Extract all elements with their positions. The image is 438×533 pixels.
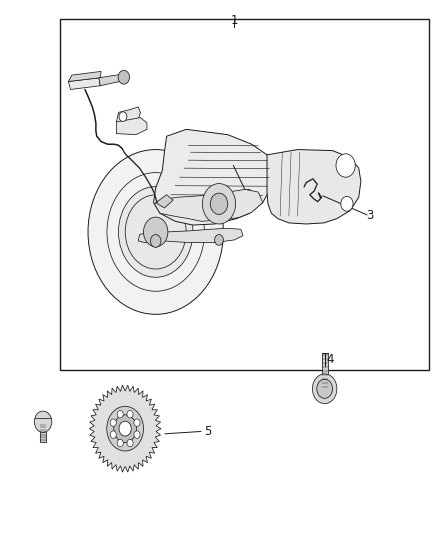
Circle shape — [341, 196, 353, 211]
Circle shape — [336, 154, 355, 177]
Circle shape — [117, 410, 123, 418]
Circle shape — [114, 415, 137, 442]
Text: 6: 6 — [39, 411, 46, 424]
Polygon shape — [153, 130, 274, 225]
Circle shape — [34, 411, 52, 432]
Circle shape — [202, 183, 236, 224]
Polygon shape — [154, 189, 263, 221]
Polygon shape — [89, 385, 161, 472]
Polygon shape — [68, 71, 101, 82]
Circle shape — [118, 187, 193, 277]
Polygon shape — [138, 228, 243, 243]
Circle shape — [110, 419, 117, 426]
Polygon shape — [117, 118, 147, 135]
Polygon shape — [117, 107, 141, 124]
Circle shape — [317, 379, 332, 398]
Circle shape — [215, 235, 223, 245]
Text: 1: 1 — [230, 14, 238, 27]
Circle shape — [119, 421, 131, 436]
Circle shape — [107, 406, 144, 451]
Polygon shape — [68, 78, 100, 90]
Text: 4: 4 — [327, 353, 334, 366]
Circle shape — [127, 439, 133, 447]
Polygon shape — [267, 150, 361, 224]
Bar — [321, 353, 328, 389]
Circle shape — [210, 193, 228, 214]
Circle shape — [127, 410, 133, 418]
Text: 5: 5 — [204, 425, 211, 438]
Bar — [60, 19, 428, 370]
Polygon shape — [99, 74, 124, 86]
Circle shape — [117, 439, 123, 447]
Circle shape — [118, 70, 130, 84]
Circle shape — [134, 419, 140, 426]
Bar — [40, 422, 46, 442]
Circle shape — [134, 431, 140, 438]
Circle shape — [312, 374, 337, 403]
Circle shape — [150, 235, 161, 247]
Circle shape — [144, 217, 168, 247]
Circle shape — [119, 112, 127, 122]
Circle shape — [110, 431, 117, 438]
Text: 3: 3 — [366, 209, 373, 222]
Circle shape — [88, 150, 223, 314]
Text: 2: 2 — [244, 188, 251, 201]
Polygon shape — [155, 195, 173, 208]
